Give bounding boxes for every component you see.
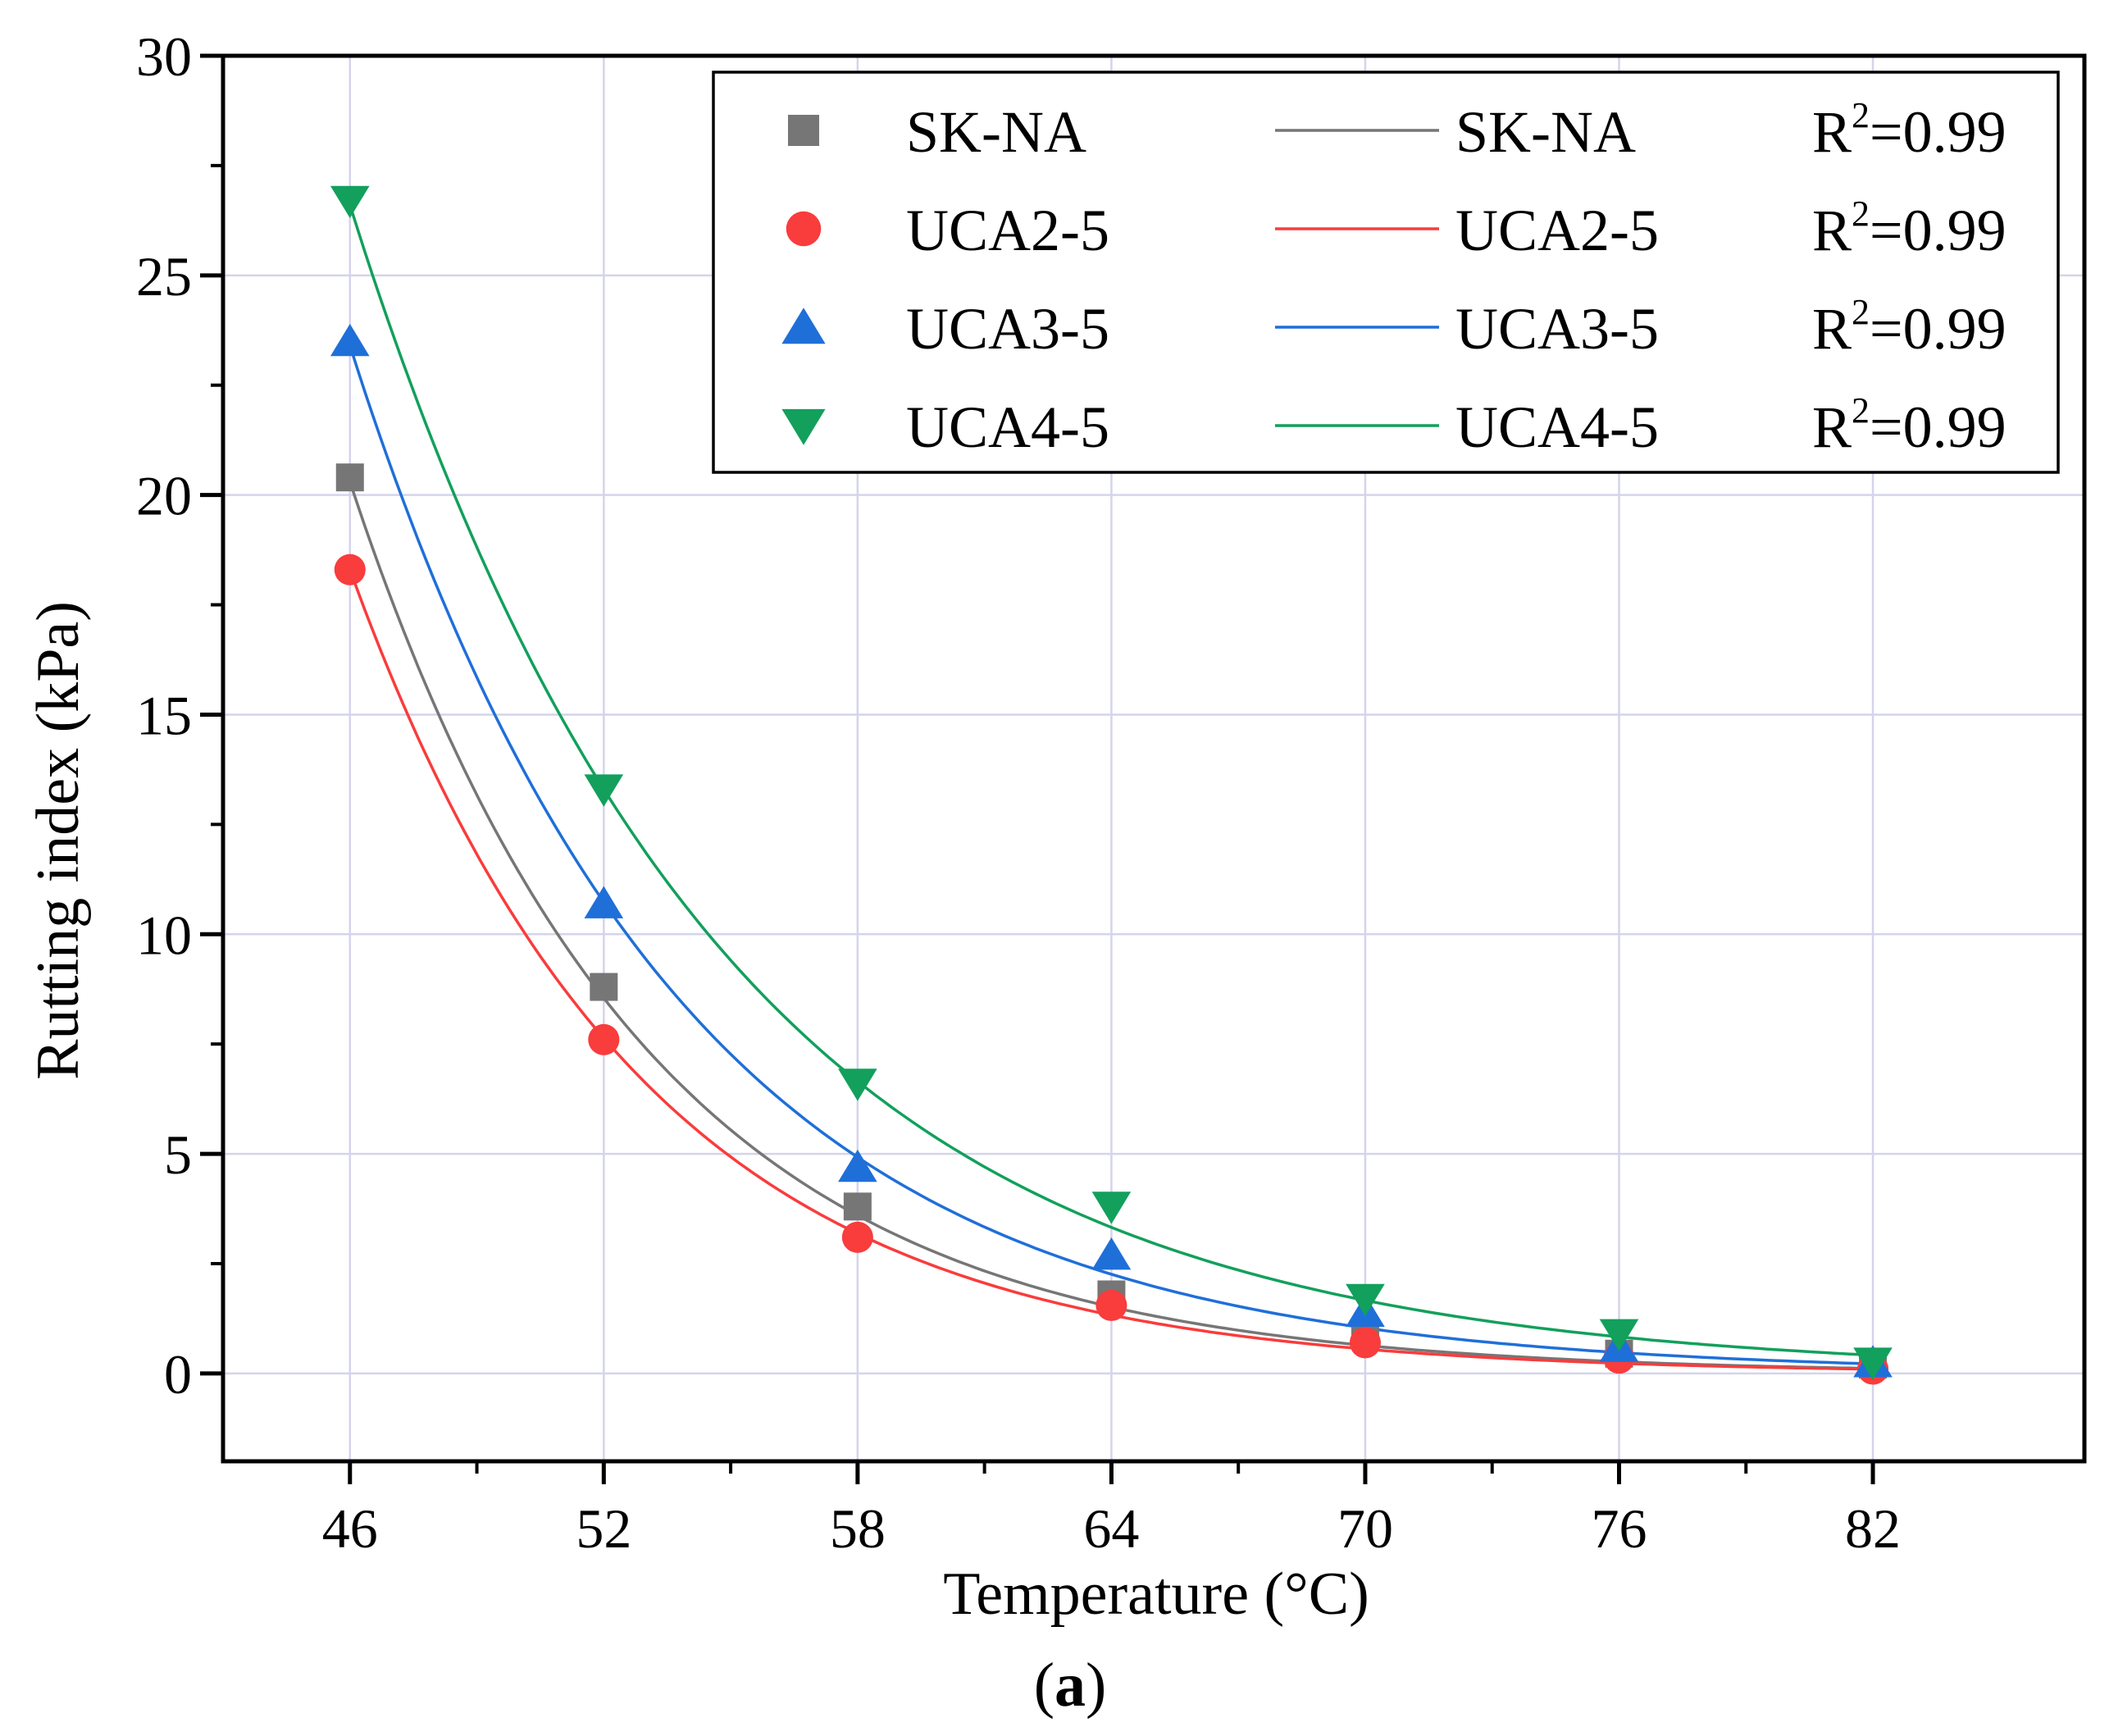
figure-caption: (a) (1034, 1651, 1107, 1720)
legend-r2-uca3-5: R2=0.99 (1812, 292, 2007, 362)
legend-fit-label-sk-na: SK-NA (1455, 99, 1636, 165)
data-point-uca4-5 (584, 774, 624, 807)
r2-exponent: 2 (1852, 390, 1870, 431)
y-tick-label: 20 (136, 465, 192, 527)
plot-frame (221, 53, 2087, 1464)
data-point-uca2-5 (334, 554, 366, 586)
r2-value: =0.99 (1870, 394, 2007, 460)
y-tick-label: 5 (164, 1123, 192, 1186)
legend-r2-uca2-5: R2=0.99 (1812, 194, 2007, 263)
y-tick-label: 10 (136, 904, 192, 966)
r2-base: R (1812, 296, 1852, 362)
r2-exponent: 2 (1852, 194, 1870, 234)
x-tick-label: 76 (1592, 1497, 1647, 1560)
legend-box (712, 71, 2060, 474)
r2-value: =0.99 (1870, 198, 2007, 263)
legend-marker-uca4-5 (781, 408, 826, 445)
data-point-sk-na (843, 1192, 872, 1221)
legend-marker-uca3-5 (781, 308, 826, 344)
legend-fit-label-uca3-5: UCA3-5 (1455, 296, 1659, 362)
data-point-uca4-5 (1091, 1192, 1132, 1224)
data-point-uca3-5 (838, 1149, 877, 1182)
legend-r2-uca4-5: R2=0.99 (1812, 390, 2007, 460)
x-axis-title: Temperature (°C) (943, 1561, 1369, 1628)
data-point-uca2-5 (841, 1221, 873, 1253)
y-axis-title: Rutting index (kPa) (25, 601, 92, 1080)
data-point-uca4-5 (1599, 1319, 1639, 1351)
y-tick-label: 30 (136, 25, 192, 88)
r2-value: =0.99 (1870, 296, 2007, 362)
x-tick-label: 46 (322, 1497, 378, 1560)
legend-fit-label-uca4-5: UCA4-5 (1455, 394, 1659, 460)
data-point-uca2-5 (1349, 1327, 1381, 1359)
r2-base: R (1812, 198, 1852, 263)
legend-r2-sk-na: R2=0.99 (1812, 95, 2007, 165)
r2-exponent: 2 (1852, 292, 1870, 332)
data-point-uca3-5 (584, 886, 624, 918)
x-tick-label: 70 (1337, 1497, 1393, 1560)
data-point-uca2-5 (1095, 1289, 1127, 1321)
legend-label-uca4-5: UCA4-5 (906, 394, 1109, 460)
legend-fit-label-uca2-5: UCA2-5 (1455, 198, 1659, 263)
data-point-uca3-5 (1091, 1237, 1132, 1270)
r2-base: R (1812, 99, 1852, 165)
data-point-uca4-5 (1853, 1347, 1893, 1380)
legend-label-uca2-5: UCA2-5 (906, 198, 1109, 263)
y-tick-label: 25 (136, 245, 192, 308)
x-tick-label: 52 (576, 1497, 631, 1560)
data-point-sk-na (335, 463, 364, 492)
data-point-sk-na (590, 973, 618, 1001)
legend-label-uca3-5: UCA3-5 (906, 296, 1109, 362)
data-markers (330, 185, 1893, 1385)
r2-base: R (1812, 394, 1852, 460)
legend-label-sk-na: SK-NA (906, 99, 1086, 165)
x-tick-label: 64 (1083, 1497, 1139, 1560)
caption-close-paren: ) (1086, 1651, 1106, 1720)
axis-ticks: 46 52 58 64 70 76 82 0 5 10 15 20 25 30 (136, 25, 1901, 1560)
legend-marker-uca2-5 (786, 211, 822, 247)
data-point-uca4-5 (330, 185, 370, 219)
data-point-uca3-5 (330, 323, 370, 357)
r2-value: =0.99 (1870, 99, 2007, 165)
r2-exponent: 2 (1852, 95, 1870, 135)
data-point-uca2-5 (588, 1023, 620, 1055)
y-tick-label: 15 (136, 684, 192, 746)
y-tick-label: 0 (164, 1343, 192, 1406)
data-point-uca4-5 (1346, 1283, 1385, 1317)
caption-open-paren: ( (1034, 1651, 1054, 1720)
caption-letter: a (1054, 1651, 1086, 1720)
legend-marker-sk-na (788, 115, 819, 146)
x-tick-label: 58 (830, 1497, 886, 1560)
x-tick-label: 82 (1845, 1497, 1901, 1560)
data-point-uca4-5 (838, 1068, 877, 1101)
